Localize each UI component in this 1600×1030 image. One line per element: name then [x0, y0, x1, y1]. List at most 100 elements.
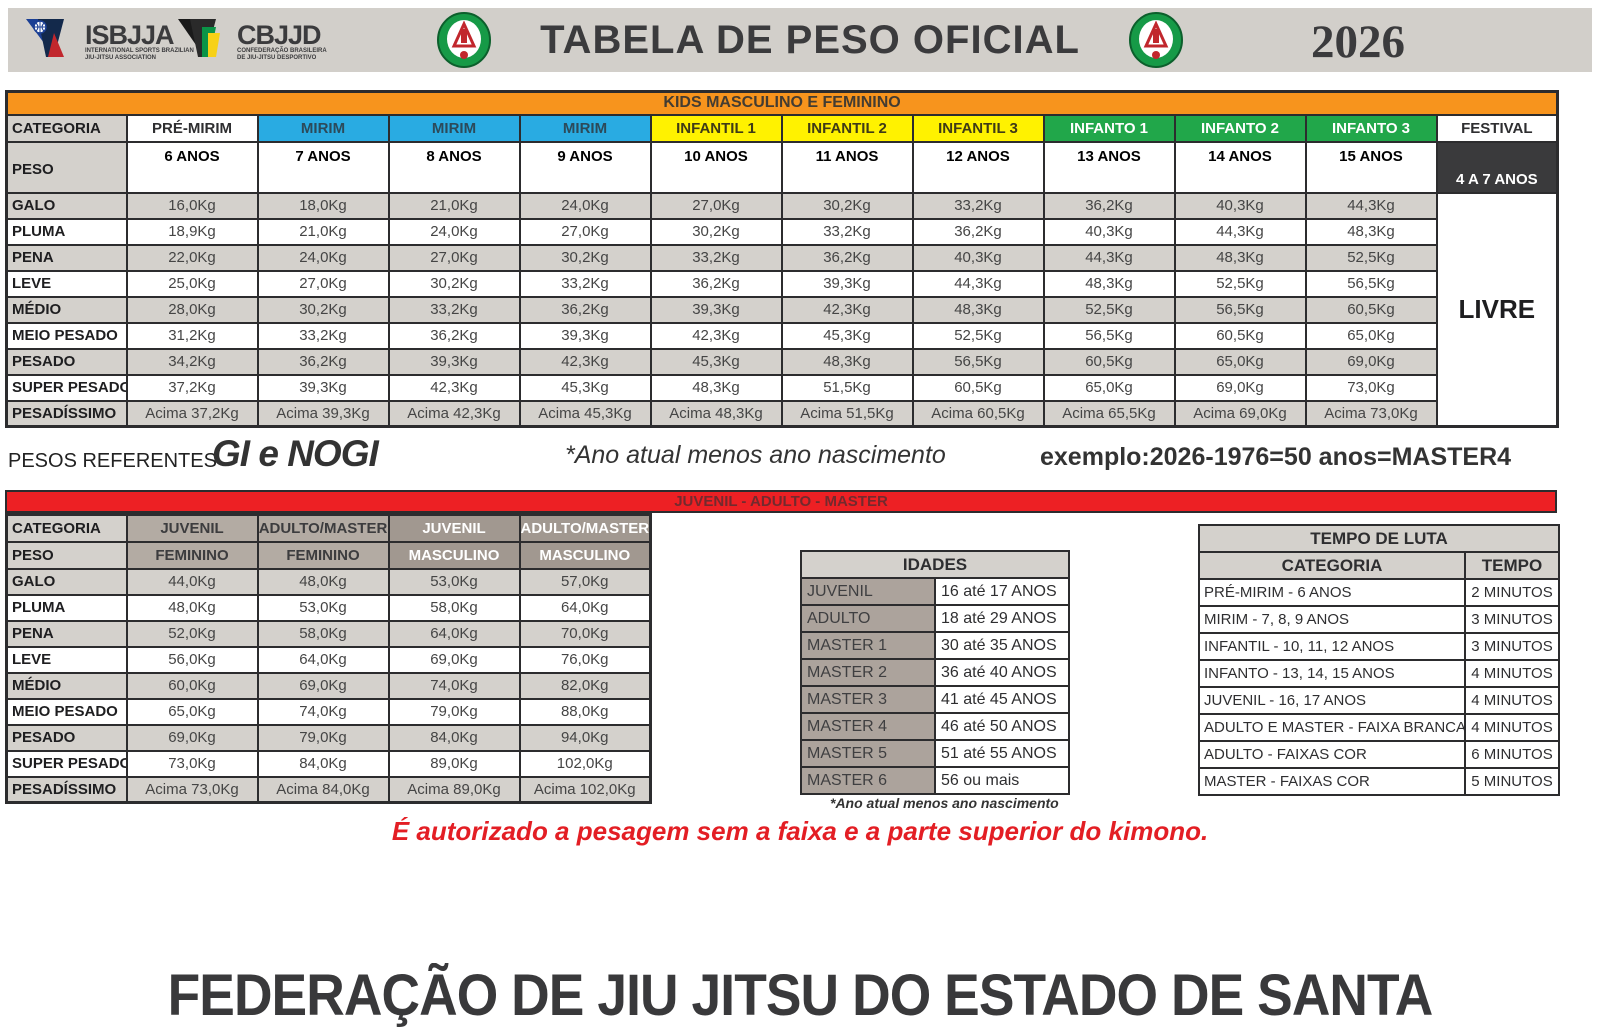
weight-cell: 45,3Kg	[780, 321, 914, 350]
weight-cell: 52,5Kg	[1042, 295, 1176, 324]
age-class-label: MASTER 4	[800, 712, 936, 741]
weight-cell: Acima 37,2Kg	[125, 399, 259, 428]
weight-cell: 56,5Kg	[1173, 295, 1307, 324]
weight-cell: 79,0Kg	[387, 697, 521, 726]
age-header: 6 ANOS	[125, 140, 259, 194]
category-header: INFANTO 2	[1173, 113, 1307, 143]
kids-weight-table: KIDS MASCULINO E FEMININO CATEGORIA PRÉ-MI…	[5, 90, 1560, 428]
weight-cell: 60,0Kg	[125, 671, 259, 700]
row-label: MÉDIO	[5, 671, 128, 700]
age-class-label: JUVENIL	[800, 577, 936, 606]
age-header: 9 ANOS	[518, 140, 652, 194]
weight-cell: 36,2Kg	[387, 321, 521, 350]
time-category: PRÉ-MIRIM - 6 ANOS	[1198, 578, 1466, 607]
time-value: 3 MINUTOS	[1463, 632, 1561, 661]
weight-cell: 36,2Kg	[518, 295, 652, 324]
weight-cell: 84,0Kg	[256, 749, 390, 778]
ages-title: IDADES	[799, 550, 1071, 579]
time-value: 3 MINUTOS	[1463, 605, 1561, 634]
age-class-label: MASTER 2	[800, 658, 936, 687]
adult-weight-table: CATEGORIA JUVENIL ADULTO/MASTER JUVENIL ADUL…	[5, 513, 652, 804]
group-header: ADULTO/MASTER	[256, 513, 390, 543]
weight-cell: 42,3Kg	[387, 373, 521, 402]
weight-cell: 65,0Kg	[1173, 347, 1307, 376]
festival-age: 4 A 7 ANOS	[1435, 140, 1559, 194]
weight-cell: Acima 65,5Kg	[1042, 399, 1176, 428]
weight-cell: 27,0Kg	[518, 217, 652, 246]
row-label: MEIO PESADO	[5, 697, 128, 726]
weight-cell: 53,0Kg	[387, 567, 521, 596]
age-header: 11 ANOS	[780, 140, 914, 194]
weight-cell: 82,0Kg	[518, 671, 652, 700]
time-value: 4 MINUTOS	[1463, 713, 1561, 742]
weight-cell: 48,0Kg	[125, 593, 259, 622]
time-category: MIRIM - 7, 8, 9 ANOS	[1198, 605, 1466, 634]
row-label: PESADÍSSIMO	[5, 775, 128, 804]
weight-cell: 69,0Kg	[1173, 373, 1307, 402]
age-range: 30 até 35 ANOS	[933, 631, 1071, 660]
weight-cell: 36,2Kg	[256, 347, 390, 376]
weight-cell: Acima 42,3Kg	[387, 399, 521, 428]
weight-cell: 39,3Kg	[649, 295, 783, 324]
age-header: 14 ANOS	[1173, 140, 1307, 194]
weight-cell: 30,2Kg	[518, 243, 652, 272]
ages-table: IDADES JUVENIL 16 até 17 ANOS ADULTO 18 até …	[799, 550, 1071, 795]
category-header: MIRIM	[256, 113, 390, 143]
weight-cell: 48,3Kg	[911, 295, 1045, 324]
weight-cell: 33,2Kg	[256, 321, 390, 350]
weight-cell: 58,0Kg	[387, 593, 521, 622]
weight-cell: Acima 69,0Kg	[1173, 399, 1307, 428]
header-bar: ISBJJA INTERNATIONAL SPORTS BRAZILIAN JI…	[8, 8, 1592, 72]
weight-cell: 24,0Kg	[256, 243, 390, 272]
category-header: INFANTIL 2	[780, 113, 914, 143]
weight-cell: 31,2Kg	[125, 321, 259, 350]
time-category: INFANTIL - 10, 11, 12 ANOS	[1198, 632, 1466, 661]
weight-cell: 42,3Kg	[780, 295, 914, 324]
category-header: PRÉ-MIRIM	[125, 113, 259, 143]
category-header: INFANTO 3	[1304, 113, 1438, 143]
weight-cell: 39,3Kg	[518, 321, 652, 350]
row-label: SUPER PESADO	[5, 749, 128, 778]
weight-cell: 36,2Kg	[1042, 191, 1176, 220]
weight-cell: 79,0Kg	[256, 723, 390, 752]
weight-cell: 60,5Kg	[1042, 347, 1176, 376]
time-value: 4 MINUTOS	[1463, 686, 1561, 715]
weight-cell: 30,2Kg	[649, 217, 783, 246]
age-header: 12 ANOS	[911, 140, 1045, 194]
age-range: 46 até 50 ANOS	[933, 712, 1071, 741]
weight-cell: Acima 73,0Kg	[125, 775, 259, 804]
weight-cell: 21,0Kg	[387, 191, 521, 220]
group-header: ADULTO/MASTER	[518, 513, 652, 543]
weight-cell: 42,3Kg	[649, 321, 783, 350]
weight-cell: 27,0Kg	[649, 191, 783, 220]
weight-cell: 36,2Kg	[780, 243, 914, 272]
page-title: TABELA DE PESO OFICIAL	[540, 18, 1080, 62]
row-label: MEIO PESADO	[5, 321, 128, 350]
cbjjd-logo: CBJJD CONFEDERAÇÃO BRASILEIRA DE JIU-JIT…	[176, 17, 327, 66]
weight-cell: 48,3Kg	[1042, 269, 1176, 298]
weight-cell: 33,2Kg	[780, 217, 914, 246]
age-range: 16 até 17 ANOS	[933, 577, 1071, 606]
weight-cell: 40,3Kg	[1173, 191, 1307, 220]
time-category: ADULTO E MASTER - FAIXA BRANCA	[1198, 713, 1466, 742]
weight-cell: 33,2Kg	[911, 191, 1045, 220]
weight-cell: 48,3Kg	[1173, 243, 1307, 272]
corner-peso: PESO	[5, 140, 128, 194]
festival-livre: LIVRE	[1435, 191, 1559, 428]
federation-badge-icon	[1128, 12, 1184, 73]
row-label: PENA	[5, 619, 128, 648]
weight-cell: 56,0Kg	[125, 645, 259, 674]
age-range: 41 até 45 ANOS	[933, 685, 1071, 714]
weight-cell: 65,0Kg	[1304, 321, 1438, 350]
age-range: 36 até 40 ANOS	[933, 658, 1071, 687]
weight-cell: 56,5Kg	[911, 347, 1045, 376]
gender-header: FEMININO	[256, 540, 390, 570]
weight-cell: 65,0Kg	[125, 697, 259, 726]
weight-cell: 44,3Kg	[1173, 217, 1307, 246]
age-header: 15 ANOS	[1304, 140, 1438, 194]
cbjjd-sub2: DE JIU-JITSU DESPORTIVO	[237, 54, 317, 61]
col-categoria: CATEGORIA	[1198, 551, 1466, 580]
gi-nogi-label: GI e NOGI	[212, 433, 379, 474]
weight-cell: 51,5Kg	[780, 373, 914, 402]
year-label: 2026	[1311, 16, 1405, 68]
